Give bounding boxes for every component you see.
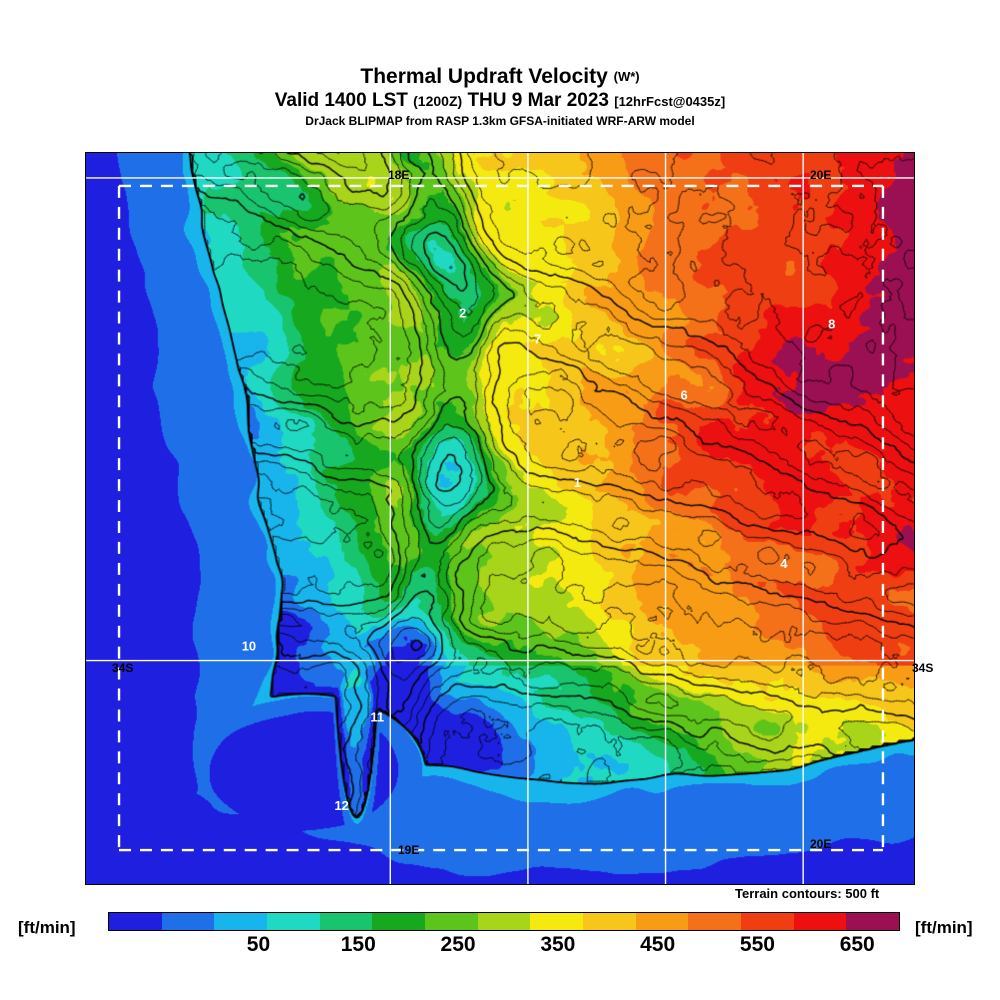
colorbar-tick-450: 450 bbox=[640, 933, 676, 956]
colorbar-tick-650: 650 bbox=[839, 933, 875, 956]
colorbar-swatch-7 bbox=[477, 913, 531, 930]
colorbar-swatch-0 bbox=[109, 913, 162, 930]
colorbar-tick-labels: 50 150 250 350 450 550 650 bbox=[108, 933, 900, 965]
lat-label-34s-left: 34S bbox=[112, 661, 134, 675]
colorbar-swatch-2 bbox=[214, 913, 268, 930]
page-title: Thermal Updraft Velocity (W*) bbox=[0, 66, 1000, 87]
title-parameter: (W*) bbox=[613, 69, 640, 84]
colorbar-swatch-1 bbox=[161, 913, 215, 930]
lon-label-20e-bottom: 20E bbox=[810, 837, 832, 851]
colorbar-swatch-13 bbox=[793, 913, 847, 930]
title-block: Thermal Updraft Velocity (W*) Valid 1400… bbox=[0, 66, 1000, 127]
colorbar-gradient[interactable] bbox=[108, 912, 900, 931]
valid-date: THU 9 Mar 2023 bbox=[467, 90, 609, 111]
colorbar-tick-150: 150 bbox=[340, 933, 376, 956]
forecast-map[interactable]: 1 2 4 6 7 8 10 11 12 bbox=[85, 152, 915, 885]
colorbar-swatch-12 bbox=[741, 913, 794, 930]
title-valid-line: Valid 1400 LST (1200Z) THU 9 Mar 2023 [1… bbox=[0, 91, 1000, 110]
lon-label-19e-bottom: 19E bbox=[398, 843, 420, 857]
model-source: DrJack BLIPMAP from RASP 1.3km GFSA-init… bbox=[305, 114, 695, 128]
colorbar-swatch-10 bbox=[635, 913, 689, 930]
valid-time-utc: (1200Z) bbox=[413, 93, 463, 109]
colorbar-tick-50: 50 bbox=[246, 933, 271, 956]
valid-time: Valid 1400 LST bbox=[274, 90, 408, 111]
colorbar-tick-250: 250 bbox=[440, 933, 476, 956]
terrain-contour-note: Terrain contours: 500 ft bbox=[735, 886, 880, 901]
colorbar-swatch-3 bbox=[267, 913, 320, 930]
lat-label-34s-right: 34S bbox=[912, 661, 934, 675]
thermal-updraft-field bbox=[86, 153, 914, 884]
colorbar-tick-350: 350 bbox=[540, 933, 576, 956]
lon-label-20e-top: 20E bbox=[810, 168, 832, 182]
forecast-stamp: [12hrFcst@0435z] bbox=[614, 94, 726, 109]
colorbar-swatch-5 bbox=[372, 913, 426, 930]
colorbar-swatch-14 bbox=[846, 913, 900, 930]
colorbar-swatch-4 bbox=[319, 913, 373, 930]
colorbar-swatch-8 bbox=[530, 913, 584, 930]
colorbar-swatch-11 bbox=[688, 913, 742, 930]
colorbar-tick-550: 550 bbox=[739, 933, 775, 956]
colorbar-swatch-6 bbox=[425, 913, 478, 930]
title-main: Thermal Updraft Velocity bbox=[360, 65, 608, 88]
colorbar-units-right: [ft/min] bbox=[915, 918, 973, 937]
colorbar-units-left: [ft/min] bbox=[18, 918, 76, 937]
colorbar-legend: [ft/min] 50 150 250 350 450 550 650 [ft/min] bbox=[0, 908, 1000, 968]
lon-label-18e-top: 18E bbox=[388, 168, 410, 182]
colorbar-swatch-9 bbox=[583, 913, 636, 930]
